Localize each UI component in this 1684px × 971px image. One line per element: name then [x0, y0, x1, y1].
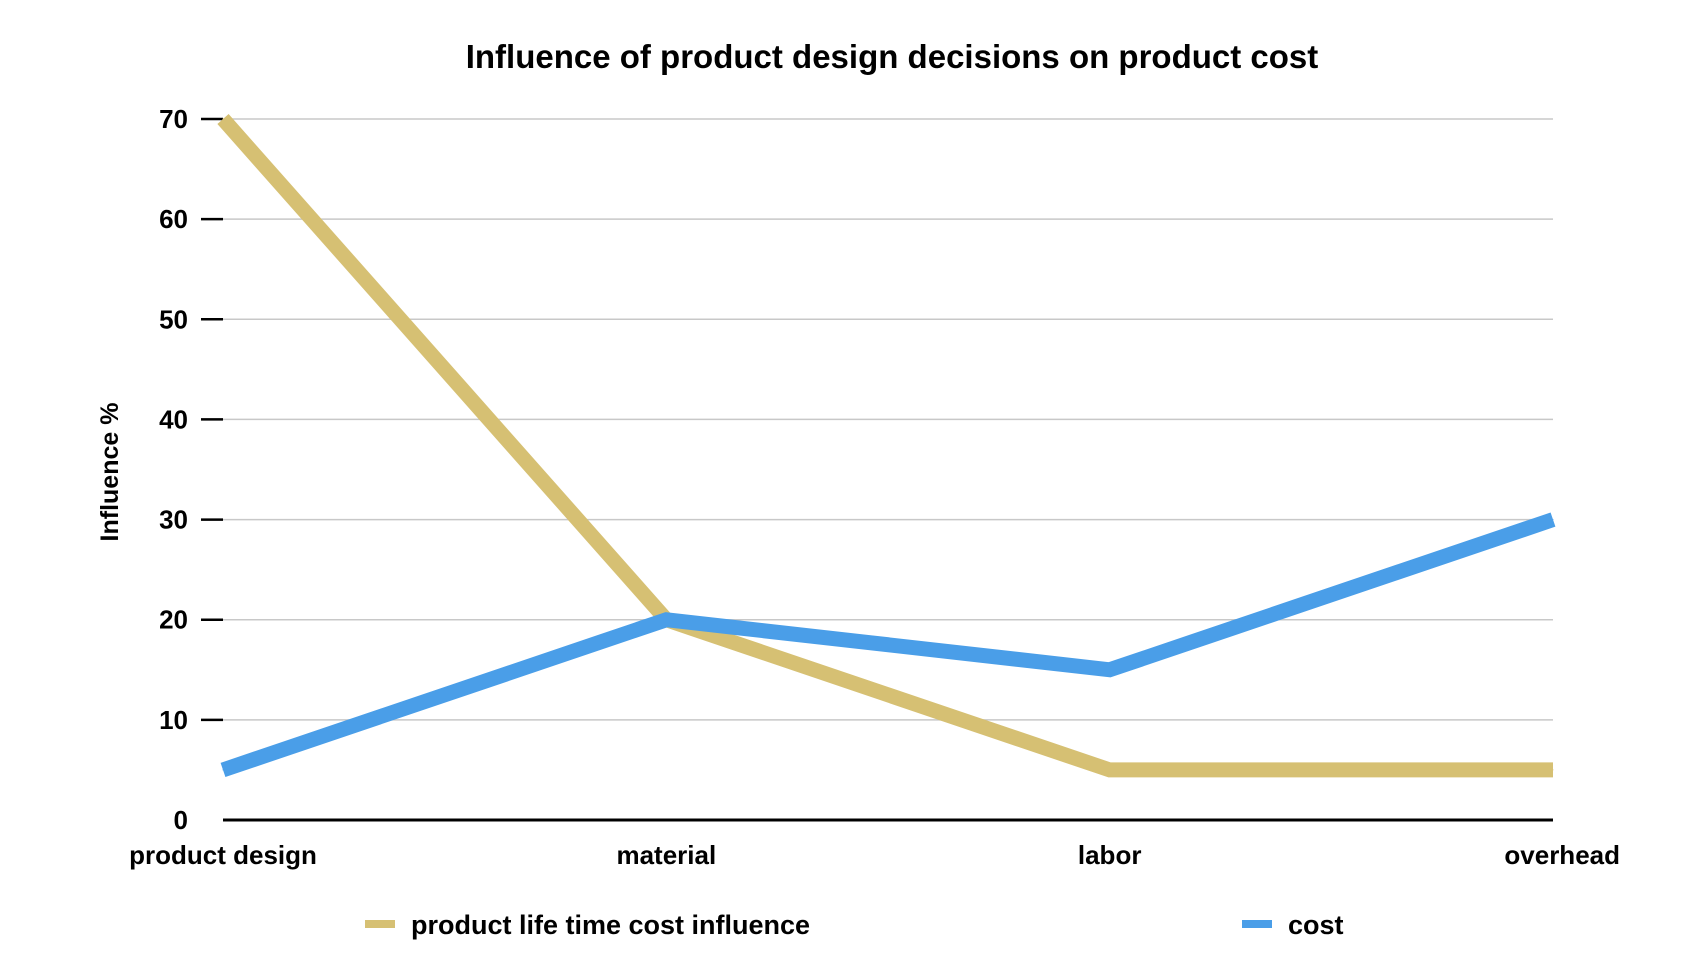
x-tick-label: product design [129, 840, 317, 870]
y-tick-label: 20 [159, 605, 188, 635]
series-lines [217, 114, 1556, 778]
x-axis: product design material labor overhead [129, 818, 1620, 870]
x-tick-label: overhead [1504, 840, 1620, 870]
x-tick-label: labor [1078, 840, 1142, 870]
chart-title: Influence of product design decisions on… [466, 38, 1319, 75]
data-point [222, 118, 224, 120]
y-tick-label: 50 [159, 304, 188, 334]
gridlines [223, 118, 1553, 721]
series-line-0 [217, 114, 1553, 778]
data-point [1552, 519, 1554, 521]
legend-label: cost [1288, 910, 1344, 940]
x-tick-label: material [616, 840, 716, 870]
data-point [1109, 769, 1111, 771]
y-tick-label: 60 [159, 204, 188, 234]
y-tick-label: 30 [159, 505, 188, 535]
y-tick-label: 10 [159, 705, 188, 735]
y-tick-label: 70 [159, 104, 188, 134]
data-point [1552, 769, 1554, 771]
y-axis-label: Influence % [96, 403, 124, 542]
legend-label: product life time cost influence [411, 910, 810, 940]
series-line-1 [220, 512, 1556, 778]
y-tick-label: 40 [159, 404, 188, 434]
data-point [1109, 669, 1111, 671]
data-point [665, 619, 667, 621]
legend: product life time cost influence cost [365, 910, 1344, 940]
y-axis: 0 10 20 30 40 50 60 70 [159, 104, 223, 835]
y-tick-label: 0 [174, 805, 188, 835]
data-point [222, 769, 224, 771]
